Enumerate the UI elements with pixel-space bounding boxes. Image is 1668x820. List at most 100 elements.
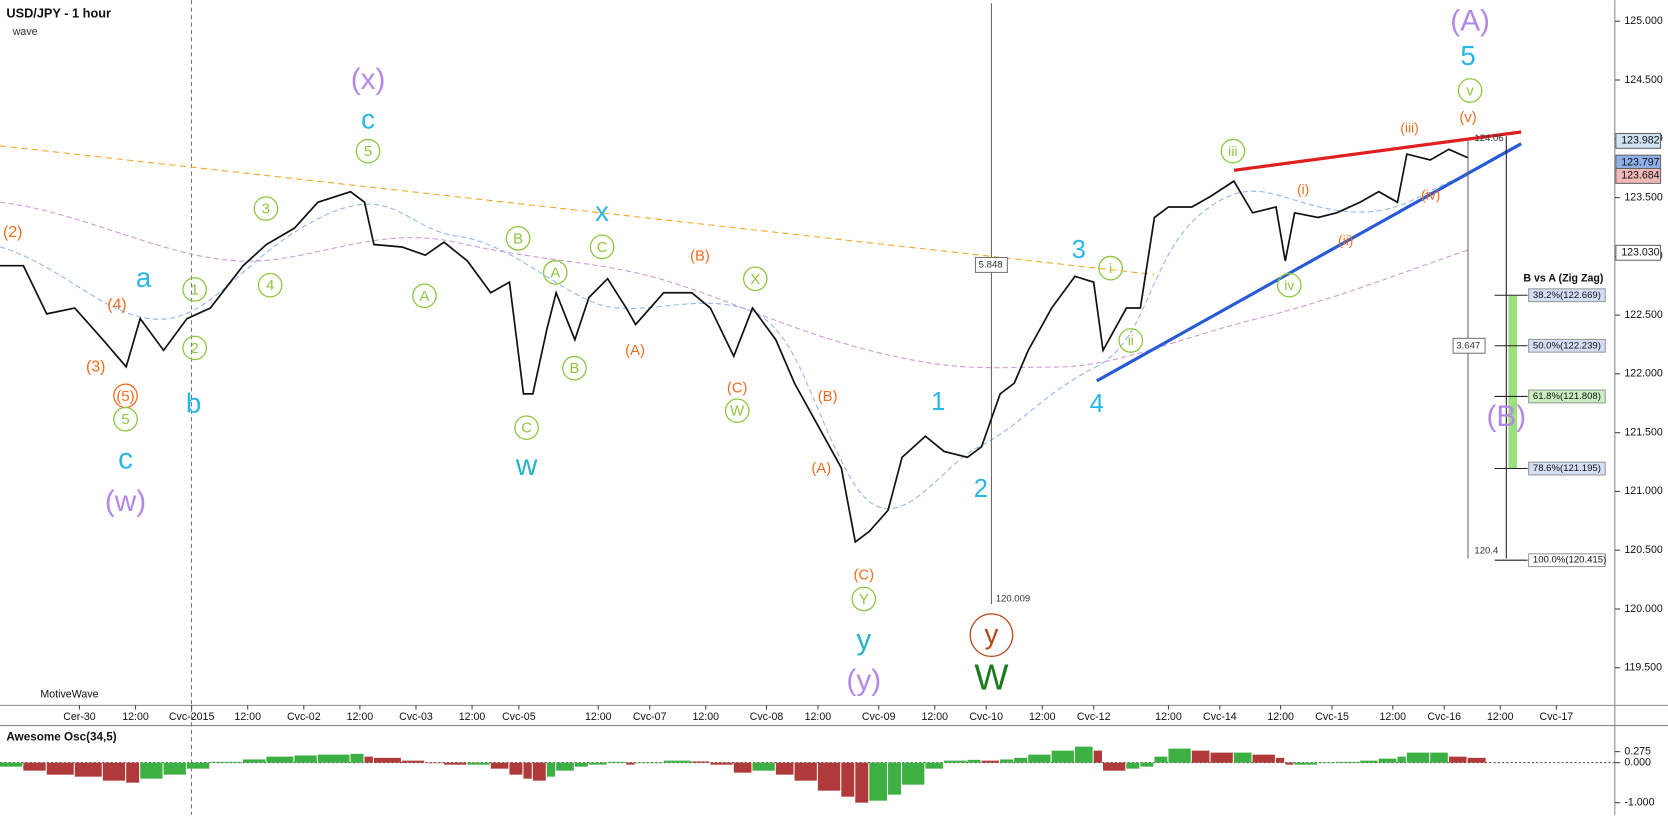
osc-bar <box>841 762 855 797</box>
osc-bar <box>373 757 401 763</box>
y-tick-label: 119.500 <box>1624 662 1662 674</box>
osc-bar <box>1074 746 1093 763</box>
x-tick-label: 12:00 <box>234 711 261 723</box>
osc-bar <box>425 762 443 764</box>
wave-circle <box>1220 138 1246 164</box>
osc-bar <box>1000 759 1014 763</box>
osc-bar <box>710 762 733 765</box>
osc-bar <box>532 762 546 781</box>
x-tick-label: 12:00 <box>347 711 374 723</box>
measure-label: 120.009 <box>996 594 1031 605</box>
osc-bar <box>1103 762 1126 771</box>
osc-bar <box>1336 761 1360 763</box>
osc-bar <box>546 762 556 777</box>
measure-label: 5.848 <box>979 259 1003 270</box>
osc-bar <box>1233 752 1252 763</box>
osc-bar <box>317 754 350 763</box>
wave-circle <box>742 266 768 292</box>
wave-circle <box>589 234 615 260</box>
x-tick-label: 12:00 <box>692 711 719 723</box>
measure-label: 120.4 <box>1474 546 1499 557</box>
osc-bar <box>1430 752 1448 763</box>
wave-label: x <box>595 196 609 227</box>
wave-label: 2 <box>974 475 988 503</box>
wave-label: (A) <box>811 461 831 477</box>
x-tick-label: Cvc-16 <box>1427 711 1461 723</box>
wave-circle <box>505 226 531 251</box>
wave-label: 5 <box>1460 40 1475 71</box>
osc-bar <box>140 762 163 779</box>
wave-label: (B) <box>1486 400 1526 433</box>
y-tick-label: 0.000 <box>1624 756 1651 768</box>
price-marker-label: 123.684 <box>1621 170 1659 182</box>
x-tick-label: Cvc-10 <box>969 711 1003 723</box>
wave-label: (y) <box>846 664 881 697</box>
wave-label: (iv) <box>1421 186 1440 202</box>
fib-box <box>1528 389 1606 404</box>
y-tick-label: 120.500 <box>1624 544 1662 556</box>
fib-box <box>1528 461 1606 476</box>
wave-label: (iii) <box>1400 119 1418 135</box>
x-tick-label: Cvc-03 <box>399 711 433 723</box>
chart-title: USD/JPY - 1 hour <box>6 5 111 20</box>
wave-label: 4 <box>1090 390 1104 418</box>
wave-label: w <box>515 449 538 482</box>
wave-circle <box>412 283 437 309</box>
wave-label: (B) <box>690 248 710 264</box>
osc-bar <box>794 762 817 781</box>
wave-label: (i) <box>1297 181 1309 197</box>
measure-box <box>974 256 1008 273</box>
wave-label: C <box>597 240 608 256</box>
wave-circle <box>851 586 877 612</box>
measure-label: 3.647 <box>1456 340 1480 351</box>
wave-label: iii <box>1228 143 1237 159</box>
x-tick-label: Cvc-15 <box>1315 711 1349 723</box>
y-tick-label: 122.500 <box>1624 309 1662 321</box>
osc-bar <box>0 762 23 767</box>
y-tick-label: 123.500 <box>1624 191 1662 203</box>
wave-label: (5) <box>116 389 134 405</box>
osc-bar <box>817 762 841 791</box>
x-tick-label: 12:00 <box>805 711 832 723</box>
osc-bar <box>1294 762 1317 765</box>
fib-zone <box>1508 295 1517 469</box>
wave-circle <box>514 415 539 441</box>
osc-bar <box>902 762 925 785</box>
osc-bar <box>1191 750 1210 763</box>
x-tick-label: Cvc-07 <box>633 711 667 723</box>
trend-line <box>0 145 1155 276</box>
wave-label: 5 <box>121 412 129 428</box>
osc-bar <box>574 762 588 767</box>
y-tick-label: 120.000 <box>1624 603 1662 615</box>
fib-label: 50.0%(122.239) <box>1533 340 1601 351</box>
wave-circle <box>182 277 208 302</box>
wave-label: B <box>569 361 579 377</box>
fib-label: 100.0%(120.415) <box>1533 555 1606 566</box>
osc-bar <box>1285 762 1294 765</box>
osc-bar <box>1051 750 1074 763</box>
osc-bar <box>944 760 967 763</box>
x-tick-label: 12:00 <box>585 711 612 723</box>
osc-bar <box>967 759 981 763</box>
osc-bar <box>294 755 317 763</box>
osc-bar <box>401 760 425 763</box>
wave-label: (x) <box>351 63 386 96</box>
osc-bar <box>210 761 242 763</box>
osc-bar <box>186 762 210 769</box>
price-marker <box>1615 244 1662 261</box>
fib-box <box>1528 553 1606 568</box>
wave-circle <box>182 335 208 361</box>
fib-label: 78.6%(121.195) <box>1533 463 1601 474</box>
x-tick-label: Cvc-14 <box>1203 711 1237 723</box>
wave-circle <box>1276 272 1302 298</box>
wave-label: y <box>856 623 871 656</box>
osc-bar <box>626 762 635 765</box>
osc-bar <box>46 762 74 775</box>
wave-circle <box>1118 328 1144 353</box>
osc-bar <box>1360 760 1378 763</box>
watermark: MotiveWave <box>40 689 98 701</box>
osc-bar <box>523 762 532 779</box>
x-tick-label: Cer-30 <box>63 711 96 723</box>
osc-bar <box>607 761 626 763</box>
